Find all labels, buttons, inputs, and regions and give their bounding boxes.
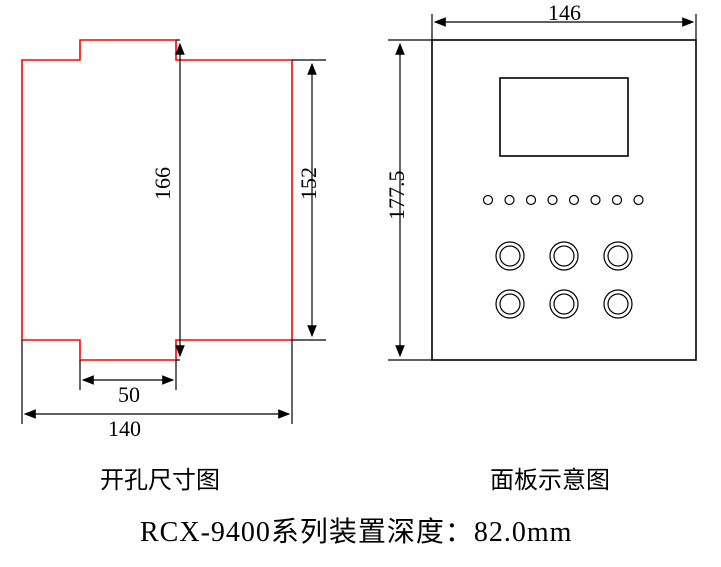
right-caption: 面板示意图	[490, 460, 610, 495]
left-dimensions	[22, 40, 326, 424]
footer-text: RCX-9400系列装置深度：82.0mm	[140, 510, 572, 550]
dim-146: 146	[548, 0, 581, 26]
dim-1775: 177.5	[384, 171, 410, 221]
right-dimensions	[388, 14, 696, 360]
dim-50: 50	[118, 382, 140, 408]
cutout-shape	[22, 40, 292, 360]
panel-shape	[432, 40, 696, 360]
left-caption: 开孔尺寸图	[100, 460, 220, 495]
dim-166: 166	[150, 167, 176, 200]
dim-152: 152	[296, 167, 322, 200]
dim-140: 140	[108, 416, 141, 442]
